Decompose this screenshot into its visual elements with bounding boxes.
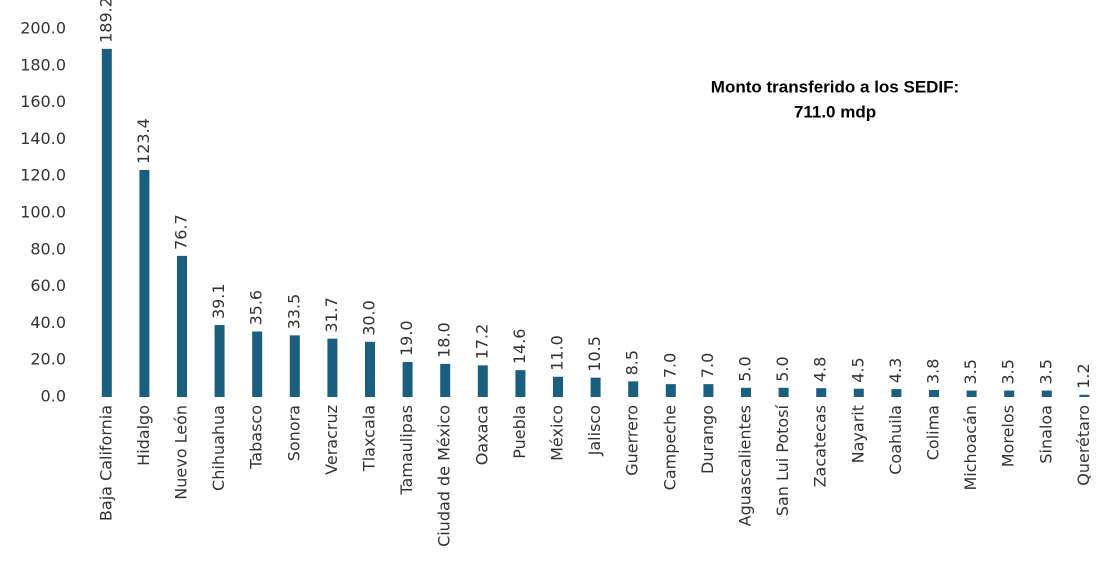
bar: [515, 370, 526, 397]
bar: [440, 363, 451, 397]
value-label: 4.8: [811, 357, 830, 382]
y-tick-label: 100.0: [20, 203, 66, 222]
bar: [665, 384, 676, 397]
value-label: 4.3: [886, 358, 905, 383]
value-label: 5.0: [736, 356, 755, 381]
x-tick-label: Jalisco: [585, 405, 604, 456]
x-tick-label: Tabasco: [247, 405, 266, 470]
y-tick-label: 80.0: [30, 239, 66, 258]
bar: [590, 377, 601, 397]
x-tick-label: Coahuila: [886, 405, 905, 475]
x-tick-label: Ciudad de México: [435, 405, 454, 547]
x-tick-label: Veracruz: [322, 405, 341, 475]
y-tick-label: 40.0: [30, 313, 66, 332]
x-tick-label: Sonora: [284, 405, 303, 461]
x-tick-label: Colima: [924, 405, 943, 460]
value-label: 189.2: [96, 0, 115, 43]
value-label: 1.2: [1074, 363, 1093, 388]
value-label: 19.0: [397, 320, 416, 356]
bar: [101, 48, 112, 397]
bar: [1041, 390, 1052, 397]
x-tick-label: Tlaxcala: [360, 405, 379, 472]
value-label: 35.6: [247, 290, 266, 326]
bar: [177, 255, 187, 397]
bar: [703, 384, 714, 397]
bar: [891, 389, 902, 397]
bar: [289, 335, 300, 397]
x-tick-label: Baja California: [96, 405, 115, 521]
value-label: 3.5: [999, 359, 1018, 384]
bar: [778, 387, 789, 397]
x-tick-label: Sinaloa: [1036, 405, 1055, 464]
bar: [214, 325, 225, 397]
annotation: 711.0 mdp: [794, 102, 876, 121]
value-label: 7.0: [698, 353, 717, 378]
bar: [966, 390, 977, 397]
y-tick-label: 60.0: [30, 276, 66, 295]
value-label: 17.2: [472, 324, 491, 360]
x-tick-label: Oaxaca: [472, 405, 491, 465]
value-label: 18.0: [435, 322, 454, 358]
value-label: 3.8: [924, 359, 943, 384]
value-label: 39.1: [209, 283, 228, 319]
y-tick-label: 160.0: [20, 92, 66, 111]
value-label: 11.0: [548, 335, 567, 371]
bar: [139, 169, 150, 397]
bar: [929, 390, 939, 397]
x-tick-label: Hidalgo: [134, 405, 153, 466]
x-tick-label: Durango: [698, 405, 717, 474]
bar: [1079, 394, 1090, 397]
value-label: 4.5: [848, 357, 867, 382]
value-label: 5.0: [773, 356, 792, 381]
x-tick-label: Campeche: [660, 405, 679, 490]
y-tick-label: 120.0: [20, 166, 66, 185]
bar: [853, 388, 864, 397]
value-label: 10.5: [585, 336, 604, 372]
value-label: 123.4: [134, 118, 153, 164]
value-label: 8.5: [623, 350, 642, 375]
bar: [402, 362, 413, 397]
value-label: 31.7: [322, 297, 341, 333]
bar: [816, 388, 827, 397]
x-tick-label: Aguascalientes: [736, 405, 755, 526]
value-label: 3.5: [1036, 359, 1055, 384]
y-tick-label: 20.0: [30, 350, 66, 369]
y-tick-label: 180.0: [20, 55, 66, 74]
x-tick-label: San Lui Potosí: [773, 404, 792, 516]
x-tick-label: Morelos: [999, 405, 1018, 467]
value-label: 7.0: [660, 353, 679, 378]
x-tick-label: Querétaro: [1074, 405, 1093, 486]
bar: [327, 338, 338, 397]
x-tick-label: Nuevo León: [172, 405, 191, 500]
x-tick-label: Chihuahua: [209, 405, 228, 491]
bar: [477, 365, 488, 397]
x-tick-label: México: [548, 405, 567, 461]
x-tick-label: Michoacán: [961, 405, 980, 491]
value-label: 33.5: [284, 294, 303, 330]
x-tick-label: Nayarit: [848, 405, 867, 463]
x-tick-label: Zacatecas: [811, 405, 830, 487]
value-label: 30.0: [360, 300, 379, 336]
bar: [628, 381, 639, 397]
x-tick-label: Puebla: [510, 405, 529, 459]
value-label: 14.6: [510, 329, 529, 365]
value-label: 3.5: [961, 359, 980, 384]
bar: [1004, 390, 1015, 397]
y-tick-label: 140.0: [20, 129, 66, 148]
bar: [741, 387, 751, 397]
bar: [252, 331, 263, 397]
value-label: 76.7: [172, 214, 191, 250]
x-tick-label: Guerrero: [623, 405, 642, 476]
x-tick-label: Tamaulipas: [397, 405, 416, 496]
bar: [553, 376, 563, 397]
y-tick-label: 0.0: [41, 387, 66, 406]
bar: [365, 341, 375, 397]
y-tick-label: 200.0: [20, 19, 66, 38]
annotation: Monto transferido a los SEDIF:: [711, 77, 959, 96]
